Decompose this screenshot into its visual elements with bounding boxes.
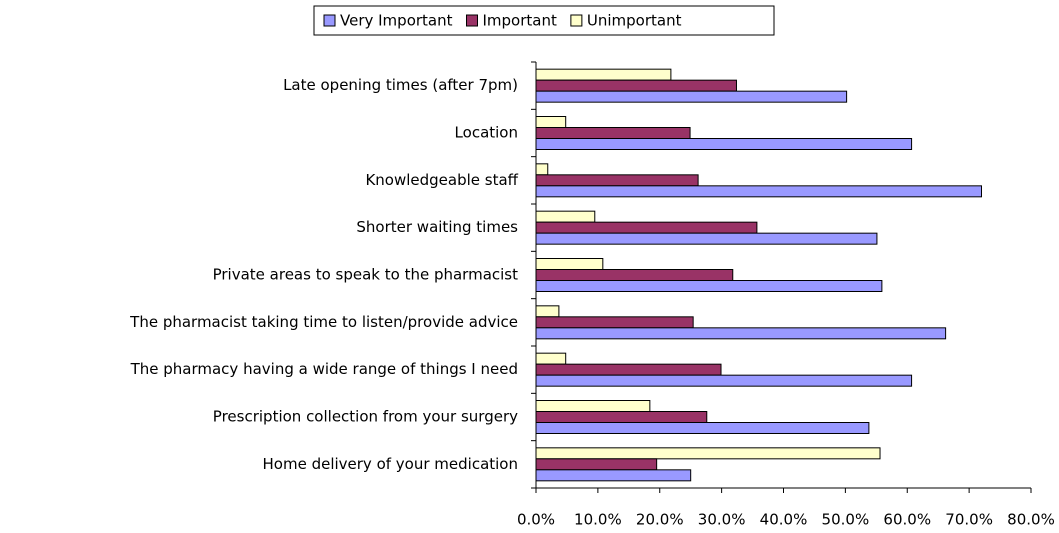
x-tick-label: 60.0% [883,511,931,529]
bar [535,305,560,318]
category-label: Late opening times (after 7pm) [283,76,518,94]
x-tick-label: 20.0% [636,511,684,529]
category-label: Private areas to speak to the pharmacist [213,266,519,284]
bar [535,469,692,482]
bar [535,127,691,139]
x-tick-label: 80.0% [1007,511,1055,529]
legend-swatch [323,14,336,27]
category-label: Prescription collection from your surger… [213,408,518,426]
category-label: Knowledgeable staff [365,171,518,189]
bar [535,374,913,387]
bar [535,221,758,234]
legend-swatch [466,14,478,27]
legend-swatch [570,14,583,27]
bar [535,327,947,340]
bar [535,138,913,150]
x-tick-label: 40.0% [760,511,808,529]
bar [535,68,672,81]
bar [535,174,699,187]
legend: Very Important Important Unimportant [313,5,775,36]
bar [535,363,722,376]
bar [535,185,982,198]
legend-label: Important [483,12,557,30]
x-tick-label: 0.0% [517,511,555,529]
bar [535,79,737,92]
bar [535,210,596,223]
bar [535,458,658,471]
bar [535,400,651,412]
bar [535,232,878,245]
category-label: Home delivery of your medication [263,455,519,473]
x-tick-label: 50.0% [822,511,870,529]
legend-label: Unimportant [587,12,682,30]
category-label: The pharmacy having a wide range of thin… [130,360,518,378]
bar [535,352,567,365]
bar [535,447,881,460]
bar [535,422,870,434]
bar [535,411,708,423]
legend-label: Very Important [340,12,453,30]
bar [535,280,883,292]
x-tick-label: 70.0% [945,511,993,529]
category-label: Shorter waiting times [356,218,518,236]
category-label: Location [455,124,518,142]
x-tick-label: 10.0% [574,511,622,529]
bar [535,90,848,103]
bar [535,258,604,270]
bar [535,116,567,128]
x-tick-label: 30.0% [698,511,746,529]
bar [535,269,734,281]
legend-box [313,5,775,36]
bar [535,163,549,176]
bar [535,316,694,329]
category-label: The pharmacist taking time to listen/pro… [129,313,518,331]
